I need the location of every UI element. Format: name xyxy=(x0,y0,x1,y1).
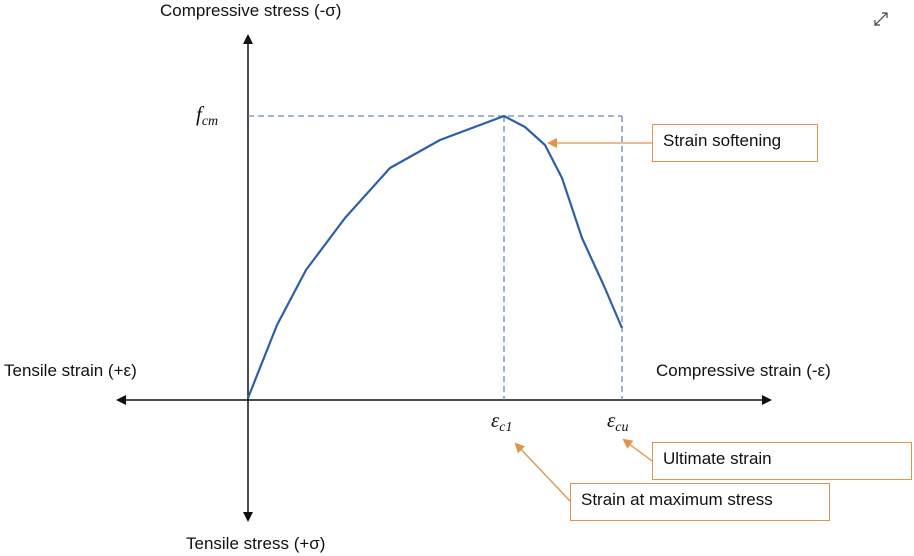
ecu-main: ε xyxy=(607,408,616,432)
ec1-label: εc1 xyxy=(491,408,513,436)
y-axis-bottom-label: Tensile stress (+σ) xyxy=(186,534,326,553)
x-axis-right-label: Compressive strain (-ε) xyxy=(656,361,831,380)
expand-icon[interactable] xyxy=(872,10,890,28)
y-axis-top-label: Compressive stress (-σ) xyxy=(160,1,342,20)
ec1-main: ε xyxy=(491,408,500,432)
x-axis-left-label: Tensile strain (+ε) xyxy=(4,361,137,380)
ec1-sub: c1 xyxy=(499,420,513,435)
fcm-sub: cm xyxy=(201,114,219,129)
fcm-label: fcm xyxy=(196,102,218,130)
fcm-main: f xyxy=(196,102,202,126)
max-stress-arrow xyxy=(514,442,571,502)
ecu-sub: cu xyxy=(615,420,629,435)
ultimate-strain-callout: Ultimate strain xyxy=(652,442,912,480)
stress-strain-curve xyxy=(246,114,624,399)
ecu-label: εcu xyxy=(607,408,629,436)
strain-softening-callout: Strain softening xyxy=(652,124,818,162)
ultimate-arrow xyxy=(622,438,653,462)
max-stress-callout: Strain at maximum stress xyxy=(570,483,830,521)
